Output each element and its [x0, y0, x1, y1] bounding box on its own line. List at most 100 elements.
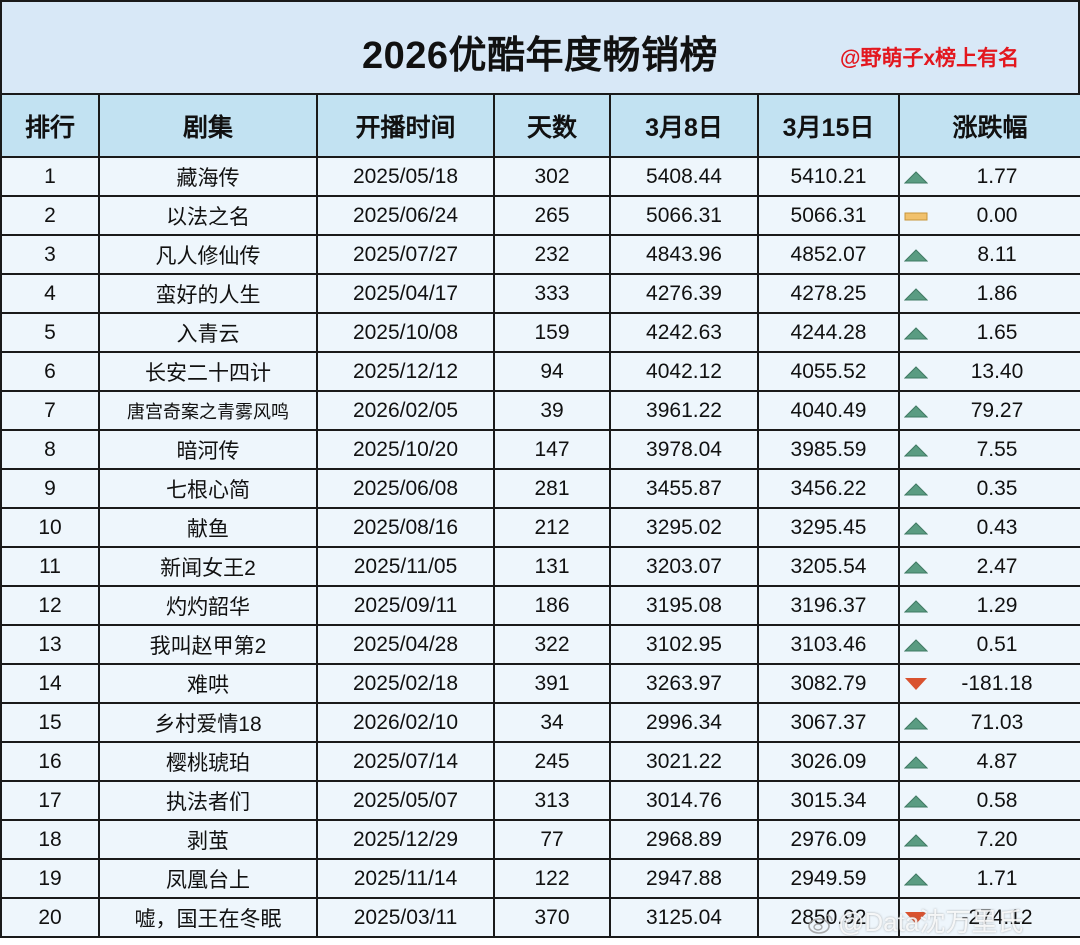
cell-rank: 3: [0, 234, 100, 275]
col-header-series: 剧集: [98, 93, 318, 158]
cell-mar15: 3026.09: [757, 741, 900, 782]
cell-series-name: 新闻女王2: [98, 546, 318, 587]
cell-change: 2.47: [898, 546, 1080, 587]
cell-days: 333: [493, 273, 611, 314]
cell-rank: 8: [0, 429, 100, 470]
cell-start-date: 2025/12/12: [316, 351, 495, 392]
change-value: 1.77: [976, 164, 1018, 188]
change-value: 0.00: [976, 203, 1018, 227]
trend-down-triangle-icon: [905, 911, 927, 924]
trend-up-triangle-icon: [904, 716, 928, 729]
cell-change: 1.29: [898, 585, 1080, 626]
change-value: 1.65: [976, 320, 1018, 344]
change-value: 1.71: [976, 866, 1018, 890]
cell-change: 71.03: [898, 702, 1080, 743]
cell-days: 313: [493, 780, 611, 821]
table-row: 10 献鱼 2025/08/16 212 3295.02 3295.45 0.43: [0, 507, 1080, 548]
cell-change: 8.11: [898, 234, 1080, 275]
cell-mar15: 2976.09: [757, 819, 900, 860]
cell-series-name: 凡人修仙传: [98, 234, 318, 275]
cell-series-name: 樱桃琥珀: [98, 741, 318, 782]
cell-mar8: 3125.04: [609, 897, 759, 938]
cell-start-date: 2025/09/11: [316, 585, 495, 626]
change-value: 7.20: [976, 827, 1018, 851]
cell-mar8: 3961.22: [609, 390, 759, 431]
cell-mar8: 2947.88: [609, 858, 759, 899]
table-row: 14 难哄 2025/02/18 391 3263.97 3082.79 -181.18: [0, 663, 1080, 704]
table-row: 18 剥茧 2025/12/29 77 2968.89 2976.09 7.20: [0, 819, 1080, 860]
cell-mar15: 3295.45: [757, 507, 900, 548]
trend-up-triangle-icon: [904, 794, 928, 807]
cell-change: 0.00: [898, 195, 1080, 236]
cell-series-name: 灼灼韶华: [98, 585, 318, 626]
cell-days: 159: [493, 312, 611, 353]
cell-days: 281: [493, 468, 611, 509]
cell-change: 0.43: [898, 507, 1080, 548]
cell-rank: 4: [0, 273, 100, 314]
cell-mar15: 4244.28: [757, 312, 900, 353]
change-value: 0.51: [976, 632, 1018, 656]
cell-days: 302: [493, 156, 611, 197]
table-row: 11 新闻女王2 2025/11/05 131 3203.07 3205.54 2.47: [0, 546, 1080, 587]
cell-change: 0.35: [898, 468, 1080, 509]
cell-change: 1.86: [898, 273, 1080, 314]
cell-mar15: 2850.92: [757, 897, 900, 938]
cell-rank: 5: [0, 312, 100, 353]
table-row: 13 我叫赵甲第2 2025/04/28 322 3102.95 3103.46 0.51: [0, 624, 1080, 665]
cell-series-name: 乡村爱情18: [98, 702, 318, 743]
cell-days: 391: [493, 663, 611, 704]
ranking-table: 排行 剧集 开播时间 天数 3月8日 3月15日 涨跌幅 1 藏海传 2025/05…: [0, 93, 1080, 938]
cell-mar8: 5408.44: [609, 156, 759, 197]
cell-mar8: 2996.34: [609, 702, 759, 743]
cell-start-date: 2025/11/05: [316, 546, 495, 587]
cell-days: 122: [493, 858, 611, 899]
table-row: 9 七根心简 2025/06/08 281 3455.87 3456.22 0.35: [0, 468, 1080, 509]
trend-flat-bar-icon: [904, 212, 928, 220]
cell-mar15: 4055.52: [757, 351, 900, 392]
cell-rank: 18: [0, 819, 100, 860]
table-header-row: 排行 剧集 开播时间 天数 3月8日 3月15日 涨跌幅: [0, 93, 1080, 158]
trend-up-triangle-icon: [904, 443, 928, 456]
cell-rank: 12: [0, 585, 100, 626]
cell-rank: 11: [0, 546, 100, 587]
table-row: 16 樱桃琥珀 2025/07/14 245 3021.22 3026.09 4.87: [0, 741, 1080, 782]
cell-rank: 20: [0, 897, 100, 938]
cell-start-date: 2025/06/08: [316, 468, 495, 509]
change-value: 71.03: [970, 710, 1024, 734]
table-row: 7 唐宫奇案之青雾风鸣 2026/02/05 39 3961.22 4040.49 79.2…: [0, 390, 1080, 431]
trend-up-triangle-icon: [904, 560, 928, 573]
cell-mar8: 2968.89: [609, 819, 759, 860]
col-header-start-date: 开播时间: [316, 93, 495, 158]
cell-start-date: 2025/10/08: [316, 312, 495, 353]
cell-change: 0.58: [898, 780, 1080, 821]
trend-up-triangle-icon: [904, 404, 928, 417]
change-value: -274.12: [961, 905, 1033, 929]
table-row: 4 蛮好的人生 2025/04/17 333 4276.39 4278.25 1.86: [0, 273, 1080, 314]
cell-mar15: 4852.07: [757, 234, 900, 275]
change-value: 0.35: [976, 476, 1018, 500]
cell-mar8: 4042.12: [609, 351, 759, 392]
cell-change: 79.27: [898, 390, 1080, 431]
cell-series-name: 蛮好的人生: [98, 273, 318, 314]
cell-start-date: 2025/04/28: [316, 624, 495, 665]
cell-rank: 15: [0, 702, 100, 743]
cell-mar8: 3978.04: [609, 429, 759, 470]
cell-start-date: 2025/04/17: [316, 273, 495, 314]
col-header-mar8: 3月8日: [609, 93, 759, 158]
cell-series-name: 藏海传: [98, 156, 318, 197]
cell-mar15: 3067.37: [757, 702, 900, 743]
change-value: 8.11: [977, 242, 1017, 266]
cell-change: 1.77: [898, 156, 1080, 197]
cell-change: -181.18: [898, 663, 1080, 704]
table-row: 5 入青云 2025/10/08 159 4242.63 4244.28 1.65: [0, 312, 1080, 353]
cell-change: 7.20: [898, 819, 1080, 860]
cell-series-name: 唐宫奇案之青雾风鸣: [98, 390, 318, 431]
trend-up-triangle-icon: [904, 170, 928, 183]
cell-mar15: 3985.59: [757, 429, 900, 470]
cell-days: 322: [493, 624, 611, 665]
cell-start-date: 2025/11/14: [316, 858, 495, 899]
cell-rank: 16: [0, 741, 100, 782]
trend-up-triangle-icon: [904, 365, 928, 378]
cell-start-date: 2025/03/11: [316, 897, 495, 938]
cell-change: 1.71: [898, 858, 1080, 899]
